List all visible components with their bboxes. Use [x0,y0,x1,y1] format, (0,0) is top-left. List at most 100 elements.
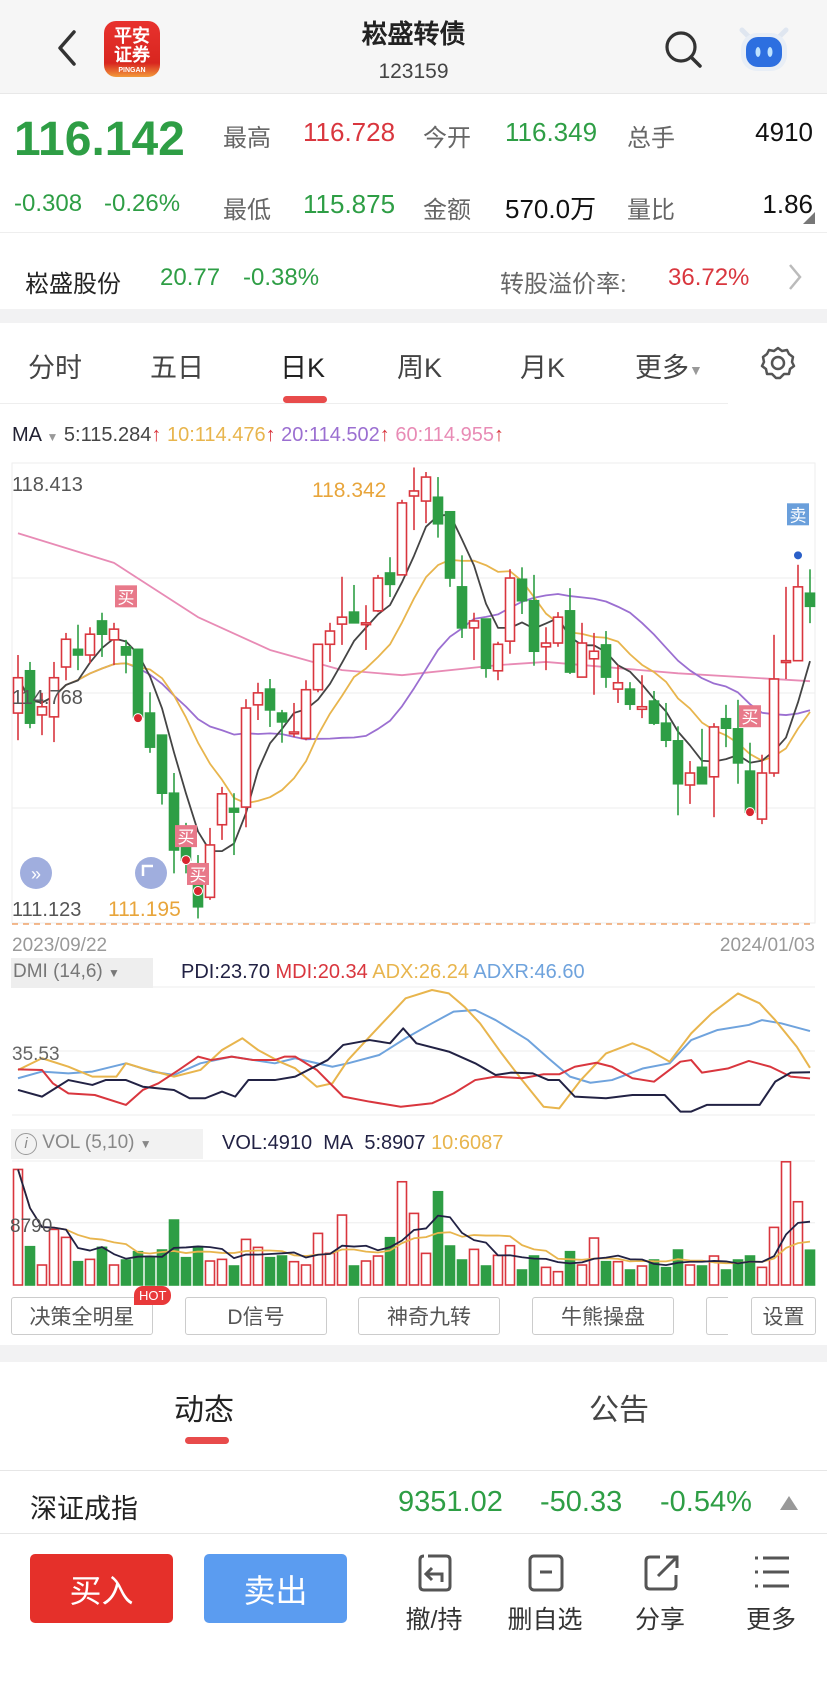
candle-up [312,643,324,691]
candle-up [360,622,372,626]
candle-up [396,502,408,576]
indicator-button-magic-nine[interactable]: 神奇九转 [358,1297,500,1335]
candle-down [732,728,744,764]
volume-bar-up [204,1260,216,1286]
dmi-indicator-selector[interactable]: DMI (14,6) ▼ [11,958,153,988]
collapse-sidebar-button[interactable]: » [20,857,52,889]
tab-daily-k[interactable]: 日K [280,353,326,383]
candle-down [672,740,684,785]
indicator-button-partial[interactable] [706,1297,728,1335]
hot-badge: HOT [134,1286,172,1305]
signal-dot [745,807,755,818]
index-change-pct: -0.54% [660,1486,752,1518]
volume-bar-down [264,1256,276,1286]
search-icon [665,31,702,68]
volume-bar-down [228,1265,240,1286]
vol-ma5-line [17,1169,811,1266]
index-ticker-row[interactable]: 深证成指 9351.02 -50.33 -0.54% [0,1471,827,1533]
cancel-hold-action[interactable]: 撤/持 [384,1550,484,1640]
candle-up [780,659,792,664]
section-separator [0,1345,827,1362]
candle-down [720,717,732,730]
chart-settings-button[interactable] [759,344,797,387]
volume-bar-down [120,1259,132,1286]
sell-signal-marker [787,503,809,526]
signal-dot [181,855,191,866]
candle-down [264,688,276,711]
buy-button[interactable]: 买入 [30,1554,173,1623]
volume-bar-down [564,1250,576,1286]
tab-five-day[interactable]: 五日 [150,353,204,383]
button-label: 决策全明星 [29,1306,135,1329]
ma-label: MA [12,424,41,446]
candle-up [468,620,480,629]
page-title: 崧盛转债 [361,19,466,49]
share-action[interactable]: 分享 [610,1550,710,1640]
volume-bar-down [720,1269,732,1286]
volume-bar-up [612,1260,624,1286]
volume-bar-down [672,1249,684,1286]
vol-values: VOL:4910 MA 5:8907 10:6087 [222,1132,503,1155]
active-tab-indicator [185,1437,229,1444]
candle-up [756,772,768,820]
tab-weekly-k[interactable]: 周K [397,353,443,383]
volume-bar-up [468,1248,480,1286]
tab-monthly-k[interactable]: 月K [520,353,566,383]
button-label: 牛熊操盘 [561,1306,645,1329]
vol-ma10-value: 10:6087 [431,1132,504,1154]
volume-bar-down [432,1190,444,1286]
volume-bar-down [600,1260,612,1286]
ma-legend[interactable]: MA ▼ 5:115.284↑ 10:114.476↑ 20:114.502↑ … [12,424,504,447]
divider [0,1470,827,1471]
indicator-button-decision-star[interactable]: 决策全明星 [11,1297,153,1335]
candle-down [276,712,288,723]
adx-line [17,988,811,1110]
tab-news[interactable]: 动态 [174,1394,234,1427]
pdi-value: PDI:23.70 [181,961,270,983]
more-label: 更多 [745,1606,796,1634]
pdi-line [17,1027,811,1113]
remove-watchlist-label: 删自选 [507,1606,583,1634]
signal-dot [793,550,803,561]
volume-bar-down [456,1259,468,1286]
expand-up-triangle-icon[interactable] [780,1496,798,1510]
more-action[interactable]: 更多 [721,1550,821,1640]
button-label: 神奇九转 [387,1306,471,1329]
tab-announcements[interactable]: 公告 [589,1394,649,1427]
underlying-stock-row[interactable]: 崧盛股份 20.77 -0.38% 转股溢价率: 36.72% [0,244,827,306]
indicator-settings-button[interactable]: 设置 [751,1297,816,1335]
volume-bar-up [288,1260,300,1286]
candle-up [84,633,96,656]
buy-signal-marker [739,705,761,728]
min-price-label: 111.195 [108,898,181,921]
volume-bar-down [276,1255,288,1286]
volume-bar-down [384,1236,396,1286]
remove-watchlist-action[interactable]: 删自选 [495,1550,595,1640]
indicator-button-bull-bear[interactable]: 牛熊操盘 [532,1297,674,1335]
y-axis-label-top: 118.413 [12,474,83,496]
tab-more[interactable]: 更多▼ [635,346,703,385]
vol-indicator-selector[interactable]: i VOL (5,10) ▼ [11,1129,203,1159]
caret-down-icon: ▼ [108,966,120,980]
buy-signal-label: 买 [190,866,207,885]
assistant-robot-avatar[interactable] [736,24,792,79]
volume-bar-up [324,1252,336,1286]
sell-button[interactable]: 卖出 [204,1554,347,1623]
search-button[interactable] [662,28,704,75]
fullscreen-button[interactable] [135,857,167,889]
expand-quote-triangle-icon[interactable] [803,212,815,224]
indicator-button-d-signal[interactable]: D信号 [185,1297,327,1335]
candle-up [420,476,432,502]
buy-signal-label: 买 [118,588,135,607]
candle-down [480,618,492,670]
candle-up [768,678,780,774]
adxr-line [17,1008,811,1084]
info-icon[interactable]: i [15,1133,37,1155]
candle-down [744,770,756,813]
volume-label: 总手 [627,125,675,152]
back-button[interactable] [48,26,88,70]
tab-intraday[interactable]: 分时 [28,353,82,383]
adxr-value: ADXR:46.60 [473,961,585,983]
volume-bar-up [684,1264,696,1286]
